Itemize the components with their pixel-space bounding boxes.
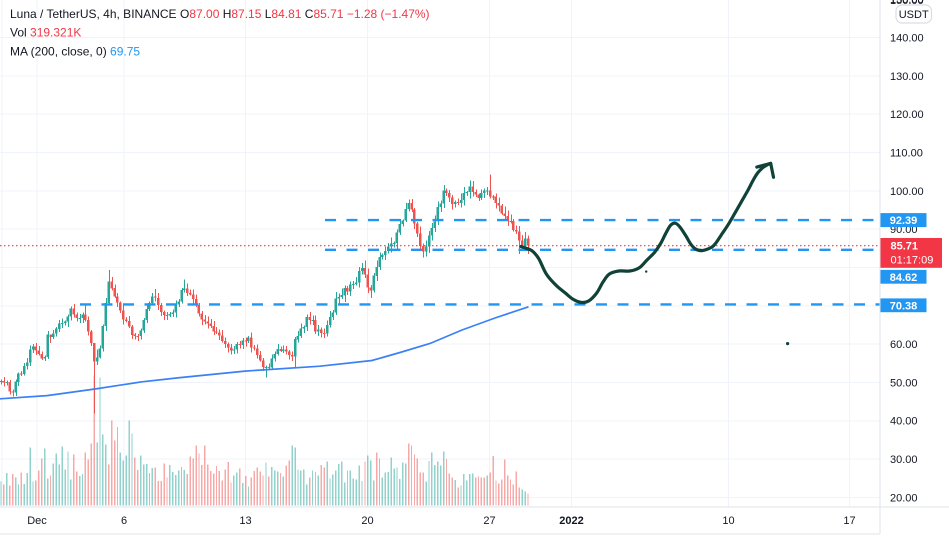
svg-text:2022: 2022 (559, 515, 583, 527)
svg-text:110.00: 110.00 (890, 148, 923, 160)
svg-text:20: 20 (361, 515, 373, 527)
svg-text:O87.00 H87.15 L84.81 C85.71: O87.00 H87.15 L84.81 C85.71 −1.28 (−1.47… (180, 7, 430, 21)
svg-text:USDT: USDT (899, 9, 929, 21)
svg-text:100.00: 100.00 (890, 186, 924, 198)
svg-text:27: 27 (483, 515, 495, 527)
svg-text:13: 13 (239, 515, 251, 527)
svg-text:10: 10 (722, 515, 734, 527)
svg-text:Dec: Dec (27, 515, 47, 527)
svg-text:60.00: 60.00 (890, 339, 918, 351)
svg-text:Vol 319.321K: Vol 319.321K (10, 26, 81, 40)
svg-text:17: 17 (843, 515, 855, 527)
svg-text:150.00: 150.00 (890, 0, 924, 6)
svg-text:30.00: 30.00 (890, 454, 918, 466)
svg-text:70.38: 70.38 (890, 300, 918, 312)
svg-text:01:17:09: 01:17:09 (891, 254, 934, 266)
svg-text:20.00: 20.00 (890, 492, 918, 504)
svg-text:Luna / TetherUS, 4h, BINANCE: Luna / TetherUS, 4h, BINANCE (10, 7, 177, 21)
svg-text:MA (200, close, 0) 69.75: MA (200, close, 0) 69.75 (10, 45, 140, 59)
svg-text:40.00: 40.00 (890, 416, 918, 428)
svg-text:130.00: 130.00 (890, 71, 924, 83)
svg-text:6: 6 (121, 515, 127, 527)
svg-text:50.00: 50.00 (890, 377, 918, 389)
svg-text:85.71: 85.71 (891, 240, 919, 252)
svg-text:84.62: 84.62 (890, 272, 918, 284)
svg-text:92.39: 92.39 (890, 215, 918, 227)
svg-text:120.00: 120.00 (890, 109, 924, 121)
svg-text:140.00: 140.00 (890, 33, 924, 45)
svg-text:150.00: 150.00 (890, 0, 924, 7)
